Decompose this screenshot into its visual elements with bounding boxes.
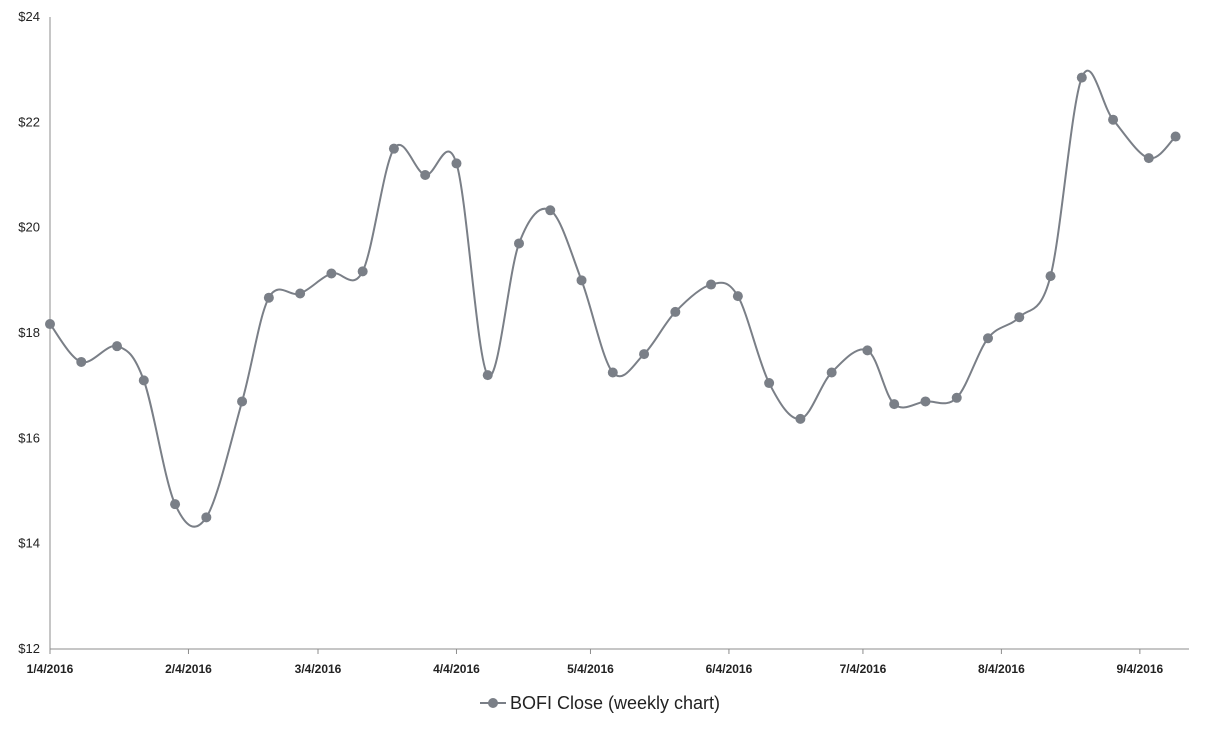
data-point (826, 367, 837, 378)
x-tick-label: 3/4/2016 (295, 662, 342, 676)
data-point (889, 399, 900, 410)
data-point (170, 499, 181, 510)
data-point (639, 349, 650, 360)
series-group (45, 69, 1181, 528)
y-tick-label: $24 (18, 9, 40, 24)
data-point (357, 266, 368, 277)
y-axis: $12 $14 $16 $18 $20 $22 $24 (18, 9, 51, 656)
data-point (706, 279, 717, 290)
y-tick-label: $18 (18, 325, 40, 340)
x-tick-label: 1/4/2016 (27, 662, 74, 676)
data-point (795, 413, 806, 424)
data-point (862, 345, 873, 356)
data-point (951, 392, 962, 403)
data-point (764, 378, 775, 389)
y-tick-label: $14 (18, 536, 40, 551)
data-point (112, 341, 122, 352)
data-point (45, 319, 55, 330)
x-tick-label: 7/4/2016 (840, 662, 887, 676)
series-line (49, 69, 1177, 528)
data-point (576, 275, 587, 286)
data-point (201, 512, 212, 523)
x-tick-label: 6/4/2016 (706, 662, 753, 676)
data-point (295, 288, 306, 299)
data-point (1076, 72, 1087, 83)
data-point (1170, 131, 1181, 142)
data-point (326, 268, 337, 279)
data-point (451, 158, 462, 169)
data-point (1014, 312, 1025, 323)
data-point (420, 170, 431, 180)
data-point (1108, 114, 1119, 125)
x-tick-label: 4/4/2016 (433, 662, 480, 676)
legend: BOFI Close (weekly chart) (480, 693, 720, 713)
data-point (1143, 153, 1154, 164)
y-tick-label: $20 (18, 220, 40, 235)
data-point (76, 356, 87, 367)
y-tick-label: $12 (18, 641, 40, 656)
data-point (263, 292, 274, 303)
x-tick-label: 9/4/2016 (1117, 662, 1164, 676)
data-point (732, 291, 743, 302)
data-point (388, 143, 399, 154)
x-tick-label: 8/4/2016 (978, 662, 1025, 676)
data-point (607, 367, 618, 378)
data-point (514, 238, 524, 249)
data-point (545, 205, 556, 216)
legend-label: BOFI Close (weekly chart) (510, 693, 720, 713)
data-point (670, 306, 681, 317)
data-point (482, 370, 493, 381)
x-axis: 1/4/2016 2/4/2016 3/4/2016 4/4/2016 5/4/2016… (27, 648, 1189, 676)
data-point (138, 375, 149, 386)
x-tick-label: 2/4/2016 (165, 662, 212, 676)
legend-point-marker (488, 698, 498, 708)
y-tick-label: $16 (18, 430, 40, 445)
y-tick-label: $22 (18, 114, 40, 129)
data-point (1045, 271, 1056, 282)
x-tick-label: 5/4/2016 (567, 662, 614, 676)
data-point (237, 396, 248, 407)
data-point (983, 333, 993, 344)
data-point (920, 396, 931, 407)
